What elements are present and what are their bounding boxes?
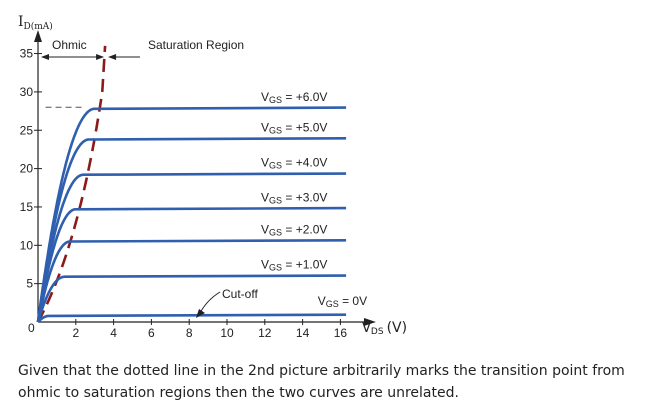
curve-label-main: V [261,156,269,170]
curve-series [36,274,347,323]
curve-label-sub: GS [269,263,282,273]
caption: Given that the dotted line in the 2nd pi… [18,363,625,401]
x-tick-label: 4 [110,326,117,340]
ohmic-label: Ohmic [52,38,87,52]
curve-label: VGS = +6.0V [261,90,327,105]
svg-text:VDS(V): VDS (V) [362,320,407,337]
y-tick-label: 20 [20,162,34,176]
curve-label-value: = 0V [339,294,367,308]
curve-series [36,239,347,323]
ohmic-arrowhead-right [96,54,105,60]
curve-label-main: V [261,258,269,272]
curve-label: VGS = +3.0V [261,190,327,205]
y-axis-arrowhead [34,30,42,42]
svg-text:ID(mA): ID(mA) [18,14,53,32]
y-tick-label: 30 [20,85,34,99]
y-axis-title-main: I [18,14,24,30]
curve-label-value: = +5.0V [282,120,327,134]
cutoff-arrow-line [199,291,221,314]
y-tick-label: 25 [20,123,34,137]
y-axis-title-sub: D(mA) [24,21,53,32]
curve-label-main: V [261,120,269,134]
ohmic-saturation-boundary [36,45,107,323]
curve-label: VGS = +2.0V [261,222,327,237]
y-tick-label: 15 [20,200,34,214]
x-axis-arrowhead [363,318,376,326]
x-tick-label: 8 [186,326,193,340]
region-annotations: Ohmic Saturation Region Cut-off [52,38,258,301]
curve-label-sub: GS [269,125,282,135]
curve-label-sub: GS [269,227,282,237]
x-tick-label: 10 [220,326,234,340]
curve-label: VGS = +5.0V [261,120,327,135]
curve-label-value: = +2.0V [282,222,327,236]
x-axis-title-unit: (V) [387,320,408,336]
axes [34,30,376,326]
x-axis-title-main: V [362,321,371,336]
curve-label-value: = +4.0V [282,156,327,170]
curve-label-main: V [261,222,269,236]
cutoff-label: Cut-off [222,287,258,301]
curve-label-main: V [261,90,269,104]
cutoff-arrowhead [196,309,205,318]
curve-label-sub: GS [269,95,282,105]
curve-label: VGS = +1.0V [261,258,327,273]
x-tick-label: 6 [148,326,155,340]
chart: ID(mA) VDS (V) 0 2 4 6 8 10 12 14 16510152025303… [18,14,407,340]
saturation-arrowhead [108,54,117,60]
curve-label-main: V [318,294,326,308]
curves [36,106,347,323]
y-tick-label: 10 [20,238,34,252]
curve-label-sub: GS [326,299,339,309]
x-tick-label: 12 [258,326,272,340]
saturation-label: Saturation Region [148,38,244,52]
curve-label: VGS = +4.0V [261,156,327,171]
curve-series [37,313,347,323]
x-axis-title-sub: DS [371,327,384,337]
origin-label: 0 [28,321,35,335]
ohmic-arrowhead-left [41,54,49,60]
x-axis-title: VDS (V) [362,320,407,337]
boundary-curve [36,45,107,323]
curve-label-value: = +6.0V [282,90,327,104]
curve-label-main: V [261,190,269,204]
curve-series [36,206,347,323]
y-tick-label: 35 [20,47,34,61]
y-tick-label: 5 [26,277,33,291]
curve-label-sub: GS [269,195,282,205]
x-tick-label: 14 [296,326,310,340]
x-tick-label: 2 [72,326,79,340]
curve-label: VGS = 0V [318,294,367,309]
ticks: 2 4 6 8 10 12 14 16 5 10 15 20 25 30 35 [20,47,348,340]
curve-label-value: = +3.0V [282,190,327,204]
curve-label-sub: GS [269,161,282,171]
curve-label-value: = +1.0V [282,258,327,272]
annotation-arrows [41,54,221,318]
y-axis-title: ID(mA) [18,14,53,32]
x-tick-label: 16 [334,326,348,340]
